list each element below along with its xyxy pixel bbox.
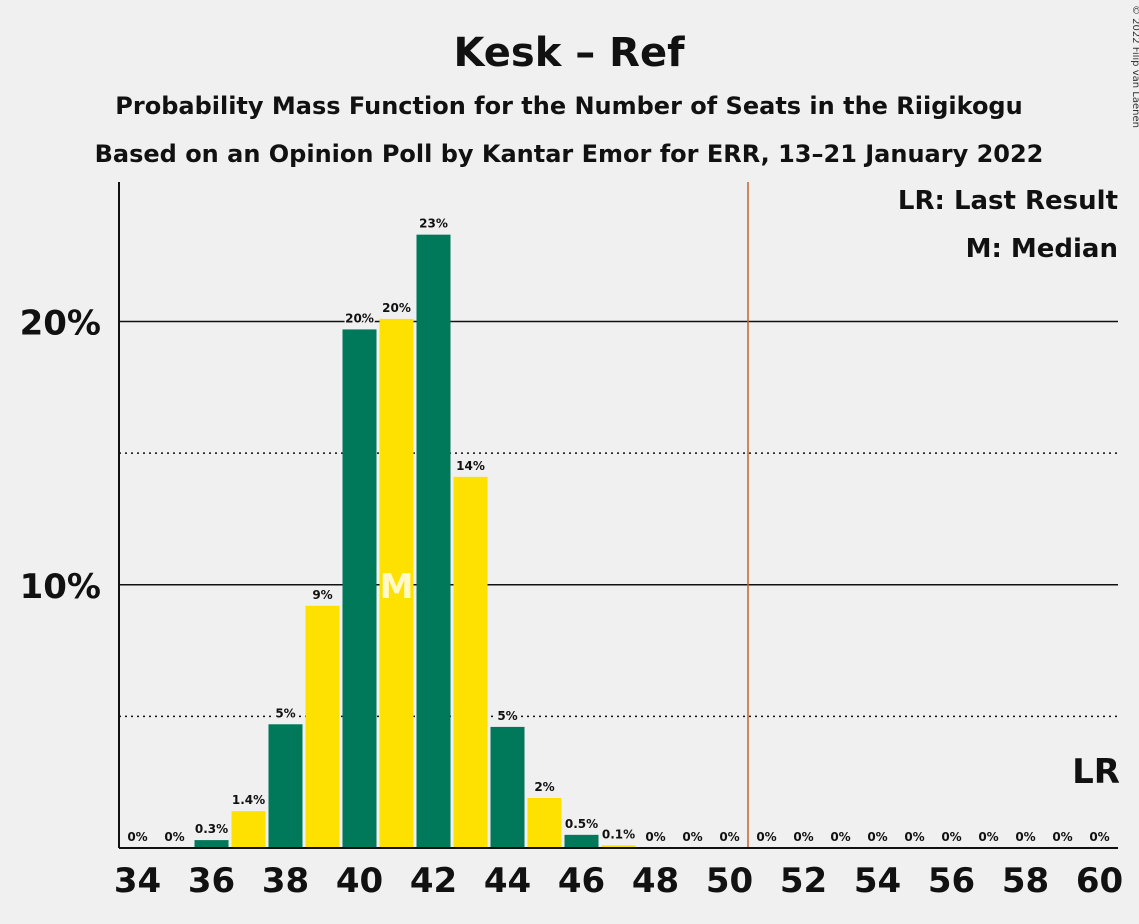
bar-label-43: 14% [456, 459, 485, 473]
y-tick-label-10: 10% [20, 567, 101, 607]
bar-label-51: 0% [756, 830, 776, 844]
bar-42 [416, 234, 451, 849]
bar-label-58: 0% [1015, 830, 1035, 844]
bar-38 [268, 724, 303, 848]
x-tick-label-34: 34 [114, 861, 161, 901]
x-tick-label-56: 56 [928, 861, 975, 901]
bar-label-53: 0% [830, 830, 850, 844]
median-marker: M [380, 567, 414, 607]
bar-label-38: 5% [275, 706, 295, 720]
bar-label-36: 0.3% [195, 822, 228, 836]
gridlines [119, 320, 1118, 718]
bar-label-35: 0% [164, 830, 184, 844]
bar-45 [527, 797, 562, 848]
bar-46 [564, 834, 599, 848]
bar-label-50: 0% [719, 830, 739, 844]
bar-44 [490, 726, 525, 848]
x-tick-label-38: 38 [262, 861, 309, 901]
bar-label-45: 2% [534, 780, 554, 794]
bar-label-49: 0% [682, 830, 702, 844]
copyright-note: © 2022 Filip van Laenen [1130, 5, 1139, 128]
bar-label-60: 0% [1089, 830, 1109, 844]
x-tick-label-50: 50 [706, 861, 753, 901]
bar-label-54: 0% [867, 830, 887, 844]
bar-label-34: 0% [127, 830, 147, 844]
x-tick-label-46: 46 [558, 861, 605, 901]
bar-label-59: 0% [1052, 830, 1072, 844]
axes: 10% 20% 34 36 38 40 42 44 46 48 50 52 54 56 58 60 [20, 182, 1123, 901]
bar-label-41: 20% [382, 301, 411, 315]
bar-label-42: 23% [419, 217, 448, 231]
x-tick-label-54: 54 [854, 861, 901, 901]
chart-subtitle-2: Based on an Opinion Poll by Kantar Emor … [95, 140, 1044, 168]
bar-37 [231, 811, 266, 848]
legend-last-result: LR: Last Result [898, 186, 1118, 216]
bar-label-37: 1.4% [232, 793, 265, 807]
bar-label-40: 20% [345, 311, 374, 325]
bar-label-55: 0% [904, 830, 924, 844]
bar-label-47: 0.1% [602, 827, 635, 841]
bar-label-39: 9% [312, 588, 332, 602]
bar-label-52: 0% [793, 830, 813, 844]
bar-39 [305, 605, 340, 848]
x-tick-label-52: 52 [780, 861, 827, 901]
bar-47 [601, 845, 636, 848]
last-result-marker: LR [1072, 752, 1120, 792]
bars [194, 234, 636, 849]
x-tick-label-44: 44 [484, 861, 531, 901]
bar-label-44: 5% [497, 709, 517, 723]
bar-label-57: 0% [978, 830, 998, 844]
x-tick-label-48: 48 [632, 861, 679, 901]
bar-label-48: 0% [645, 830, 665, 844]
bar-41 [379, 318, 414, 848]
y-tick-label-20: 20% [20, 304, 101, 344]
x-tick-label-58: 58 [1002, 861, 1049, 901]
x-tick-label-60: 60 [1076, 861, 1123, 901]
chart-subtitle-1: Probability Mass Function for the Number… [115, 92, 1022, 120]
bar-43 [453, 476, 488, 848]
bar-40 [342, 329, 377, 848]
bar-36 [194, 840, 229, 848]
bar-label-56: 0% [941, 830, 961, 844]
x-tick-label-42: 42 [410, 861, 457, 901]
chart-title: Kesk – Ref [453, 30, 685, 76]
bar-label-46: 0.5% [565, 817, 598, 831]
x-tick-label-36: 36 [188, 861, 235, 901]
legend-median: M: Median [966, 234, 1118, 264]
x-tick-label-40: 40 [336, 861, 383, 901]
bar-labels: 0% 0% 0.3% 1.4% 5% 9% 20% 20% 23% 14% 5% 2% 0.5% 0.1%… [126, 215, 1111, 845]
